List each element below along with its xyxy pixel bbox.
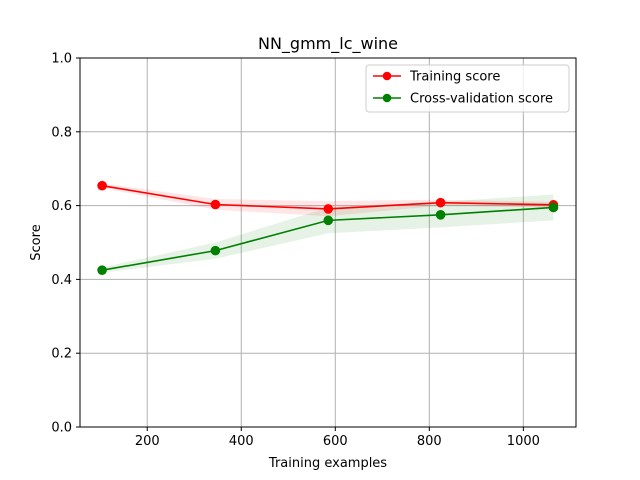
- y-tick-label: 0.8: [51, 125, 72, 140]
- cv-score-point: [323, 215, 334, 226]
- y-axis-label: Score: [29, 224, 44, 260]
- cv-score-point: [548, 202, 559, 213]
- series-lines: [97, 180, 559, 275]
- cv-score-point: [435, 210, 446, 220]
- training-score-point: [323, 204, 334, 214]
- y-tick-label: 0.4: [51, 273, 72, 288]
- y-tick-label: 0.0: [51, 421, 72, 436]
- legend: Training score Cross-validation score: [365, 64, 570, 113]
- cv-score-point: [210, 245, 221, 256]
- x-tick-label: 600: [323, 434, 348, 449]
- legend-training-score-label: Training score: [409, 70, 500, 85]
- training-score-point: [435, 197, 446, 208]
- legend-cv-score-marker: [382, 93, 392, 103]
- legend-cv-score-label: Cross-validation score: [410, 92, 553, 107]
- axes-frame: [79, 57, 577, 428]
- y-tick-label: 1.0: [51, 52, 72, 67]
- axis-ticks: 200 400 600 800 1000 0.0 0.2 0.4 0.6 0.8 1.0: [51, 52, 540, 450]
- training-score-point: [97, 180, 107, 191]
- y-tick-label: 0.2: [51, 347, 72, 362]
- x-tick-label: 200: [135, 434, 160, 449]
- x-tick-label: 800: [417, 434, 442, 449]
- x-axis-label: Training examples: [268, 456, 387, 471]
- chart-title: NN_gmm_lc_wine: [258, 34, 398, 54]
- x-tick-label: 1000: [507, 434, 540, 449]
- legend-training-score-marker: [382, 71, 392, 81]
- cv-score-point: [97, 265, 107, 275]
- training-score-point: [210, 199, 221, 210]
- legend-box: [365, 64, 570, 113]
- y-tick-label: 0.6: [51, 199, 72, 214]
- x-tick-label: 400: [229, 434, 254, 449]
